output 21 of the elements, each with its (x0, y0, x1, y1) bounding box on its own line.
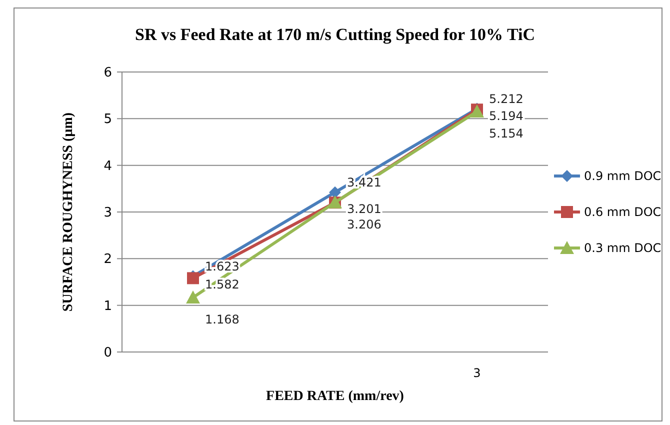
data-label: 1.168 (205, 312, 240, 327)
data-label: 5.194 (489, 108, 524, 123)
y-tick-label: 4 (104, 158, 112, 174)
chart-title: SR vs Feed Rate at 170 m/s Cutting Speed for 10% TiC (135, 25, 535, 44)
x-axis-title: FEED RATE (mm/rev) (266, 389, 404, 404)
y-axis-title: SURFACE ROUGHYNESS (µm) (61, 112, 76, 312)
y-tick-label: 6 (104, 66, 112, 81)
data-label: 5.212 (489, 92, 524, 106)
legend-label: 0.3 mm DOC (584, 241, 662, 256)
point (186, 290, 200, 304)
y-tick-label: 5 (104, 112, 112, 128)
point (329, 186, 341, 198)
y-tick-label: 0 (104, 346, 112, 361)
y-tick-label: 2 (104, 252, 112, 268)
legend-label: 0.6 mm DOC (584, 205, 662, 220)
y-tick-label: 3 (104, 206, 112, 221)
data-label: 3.206 (347, 218, 382, 232)
y-tick-label: 1 (104, 298, 112, 314)
legend-label: 0.9 mm DOC (584, 169, 662, 184)
data-label: 3.201 (347, 202, 382, 216)
data-label: 5.154 (489, 126, 524, 141)
